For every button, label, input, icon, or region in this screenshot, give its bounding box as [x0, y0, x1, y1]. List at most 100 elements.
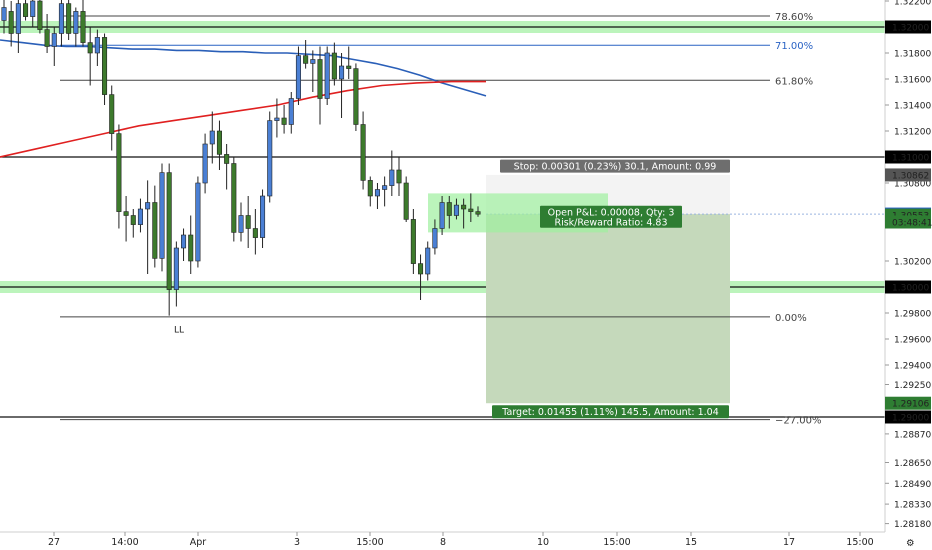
candle — [346, 46, 352, 79]
price-badge-bg — [885, 20, 931, 34]
price-tick-label: 1.31400 — [894, 102, 931, 112]
candle — [432, 219, 438, 255]
price-badge-bg — [885, 396, 931, 410]
candle-body — [353, 68, 359, 125]
price-tick-label: 1.30800 — [894, 180, 931, 190]
candles — [1, 0, 481, 316]
price-badge-label: 1.30862 — [892, 171, 929, 181]
candle-body — [137, 208, 143, 225]
candle — [30, 0, 36, 27]
candle — [310, 50, 316, 92]
price-tick-label: 1.32200 — [894, 0, 931, 8]
candle — [188, 215, 194, 274]
candle-body — [173, 247, 179, 290]
stop-label-bg — [500, 159, 730, 173]
time-axis: 27 14:00 Apr 3 15:00 8 10 15:00 15 17 15:00 ⚙ — [0, 531, 932, 550]
candle-body — [432, 228, 438, 249]
stop-label: Stop: 0.00301 (0.23%) 30.1, Amount: 0.99 — [500, 159, 730, 173]
time-tick-label: 17 — [783, 537, 795, 548]
candle-body — [281, 117, 287, 125]
price-tick-label: 1.29600 — [894, 336, 931, 346]
price-badge: 1.31000 — [885, 150, 931, 164]
candle-body — [346, 65, 352, 69]
fib-label: 71.00% — [775, 41, 813, 52]
time-tick-label: 10 — [537, 537, 549, 548]
candle-body — [188, 234, 194, 262]
target-label: Target: 0.01455 (1.11%) 145.5, Amount: 1… — [492, 405, 729, 419]
candle-body — [317, 59, 323, 99]
candle-body — [360, 124, 366, 181]
target-label-text: Target: 0.01455 (1.11%) 145.5, Amount: 1… — [501, 407, 718, 418]
target-label-bg — [492, 405, 729, 419]
time-tick-label: 15:00 — [603, 537, 630, 548]
price-tick-label: 1.31200 — [894, 128, 931, 138]
candle-body — [238, 215, 244, 233]
candle-body — [382, 185, 388, 190]
candle-body — [23, 3, 29, 17]
price-tick-label: 1.29250 — [894, 381, 931, 391]
price-badge: 1.29000 — [885, 410, 931, 424]
candle-body — [396, 169, 402, 184]
candle-body — [475, 211, 481, 215]
candle — [252, 209, 258, 255]
pnl-label-line1: Open P&L: 0.00008, Qty: 3 — [548, 207, 675, 218]
gear-icon[interactable]: ⚙ — [906, 538, 915, 549]
stop-label-text: Stop: 0.00301 (0.23%) 30.1, Amount: 0.99 — [514, 162, 717, 173]
candle — [102, 33, 108, 105]
candle-body — [195, 182, 201, 262]
candle-body — [418, 263, 424, 275]
candle — [453, 198, 459, 220]
candle — [367, 176, 373, 207]
candle-body — [15, 3, 21, 34]
candle-body — [116, 133, 122, 212]
candle-body — [288, 98, 294, 125]
candle — [360, 111, 366, 190]
candle — [87, 27, 93, 86]
candle-body — [44, 29, 50, 47]
price-tick-label: 1.29400 — [894, 362, 931, 372]
candle-body — [331, 52, 337, 80]
candle — [80, 0, 86, 47]
candle-body — [1, 7, 7, 21]
fib-label: 0.00% — [775, 313, 807, 324]
candle — [439, 196, 445, 235]
candle-body — [468, 208, 474, 212]
horizontal-lines — [0, 156, 885, 418]
candle-body — [310, 59, 316, 64]
candle-body — [58, 3, 64, 34]
price-badge-bg — [885, 280, 931, 294]
candle — [152, 185, 158, 268]
price-badge-label: 1.29106 — [892, 400, 929, 410]
candle — [231, 157, 237, 242]
price-badge-label: 1.31000 — [892, 154, 929, 164]
candle-body — [30, 0, 36, 17]
candle — [396, 157, 402, 196]
candle — [51, 27, 57, 66]
annotations: LL — [174, 326, 184, 336]
candle — [303, 40, 309, 69]
price-badge: 1.32000 — [885, 20, 931, 34]
candle — [1, 0, 7, 34]
candle — [281, 105, 287, 134]
candle-body — [80, 11, 86, 43]
candle-body — [73, 11, 79, 34]
candle — [66, 0, 72, 40]
candle-body — [461, 204, 467, 210]
price-tick-label: 1.28650 — [894, 459, 931, 469]
candle — [123, 196, 129, 242]
candle — [145, 180, 151, 274]
candle — [202, 133, 208, 194]
candle — [382, 176, 388, 207]
candle-body — [8, 11, 14, 34]
candle — [8, 1, 14, 47]
position-tool — [428, 174, 885, 404]
price-badge-label: 1.30000 — [892, 284, 929, 294]
candle-body — [145, 202, 151, 210]
price-badge: 1.30000 — [885, 280, 931, 294]
candle — [238, 202, 244, 242]
candle — [130, 209, 136, 238]
candle-body — [367, 180, 373, 197]
candle-body — [51, 33, 57, 47]
